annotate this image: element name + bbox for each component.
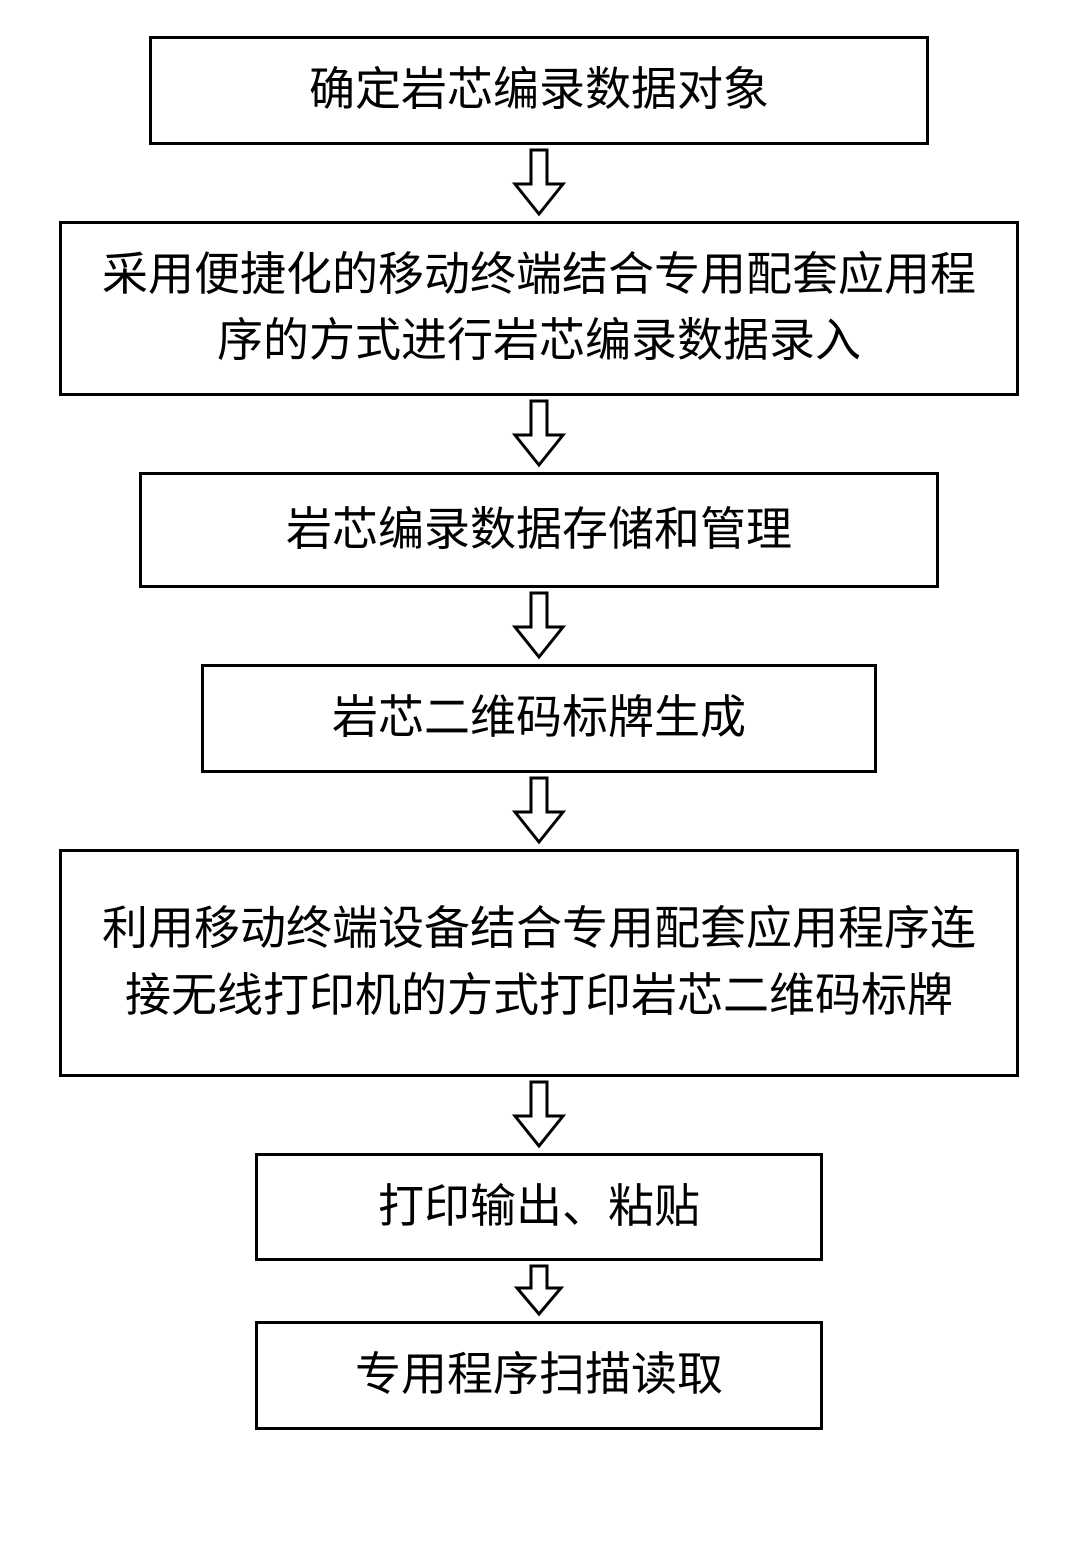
node-label: 确定岩芯编录数据对象	[309, 57, 769, 124]
flowchart-arrow-4	[509, 773, 569, 849]
arrow-down-icon	[509, 399, 569, 469]
flowchart-node-2: 采用便捷化的移动终端结合专用配套应用程序的方式进行岩芯编录数据录入	[59, 221, 1019, 396]
flowchart-arrow-1	[509, 145, 569, 221]
flowchart-arrow-2	[509, 396, 569, 472]
flowchart-node-6: 打印输出、粘贴	[255, 1153, 823, 1262]
arrow-down-icon	[509, 591, 569, 661]
flowchart-arrow-3	[509, 588, 569, 664]
node-label: 岩芯二维码标牌生成	[332, 685, 746, 752]
node-label: 专用程序扫描读取	[355, 1342, 723, 1409]
flowchart-node-1: 确定岩芯编录数据对象	[149, 36, 929, 145]
flowchart-node-3: 岩芯编录数据存储和管理	[139, 472, 939, 588]
flowchart-node-7: 专用程序扫描读取	[255, 1321, 823, 1430]
arrow-down-icon	[511, 1264, 567, 1318]
flowchart-arrow-6	[511, 1261, 567, 1321]
flowchart-arrow-5	[509, 1077, 569, 1153]
arrow-down-icon	[509, 148, 569, 218]
node-label: 打印输出、粘贴	[378, 1174, 700, 1241]
arrow-down-icon	[509, 1080, 569, 1150]
node-label: 采用便捷化的移动终端结合专用配套应用程序的方式进行岩芯编录数据录入	[90, 242, 988, 375]
node-label: 利用移动终端设备结合专用配套应用程序连接无线打印机的方式打印岩芯二维码标牌	[90, 896, 988, 1029]
flowchart-container: 确定岩芯编录数据对象 采用便捷化的移动终端结合专用配套应用程序的方式进行岩芯编录…	[0, 0, 1078, 1430]
node-label: 岩芯编录数据存储和管理	[286, 497, 792, 564]
flowchart-node-4: 岩芯二维码标牌生成	[201, 664, 877, 773]
flowchart-node-5: 利用移动终端设备结合专用配套应用程序连接无线打印机的方式打印岩芯二维码标牌	[59, 849, 1019, 1077]
arrow-down-icon	[509, 776, 569, 846]
